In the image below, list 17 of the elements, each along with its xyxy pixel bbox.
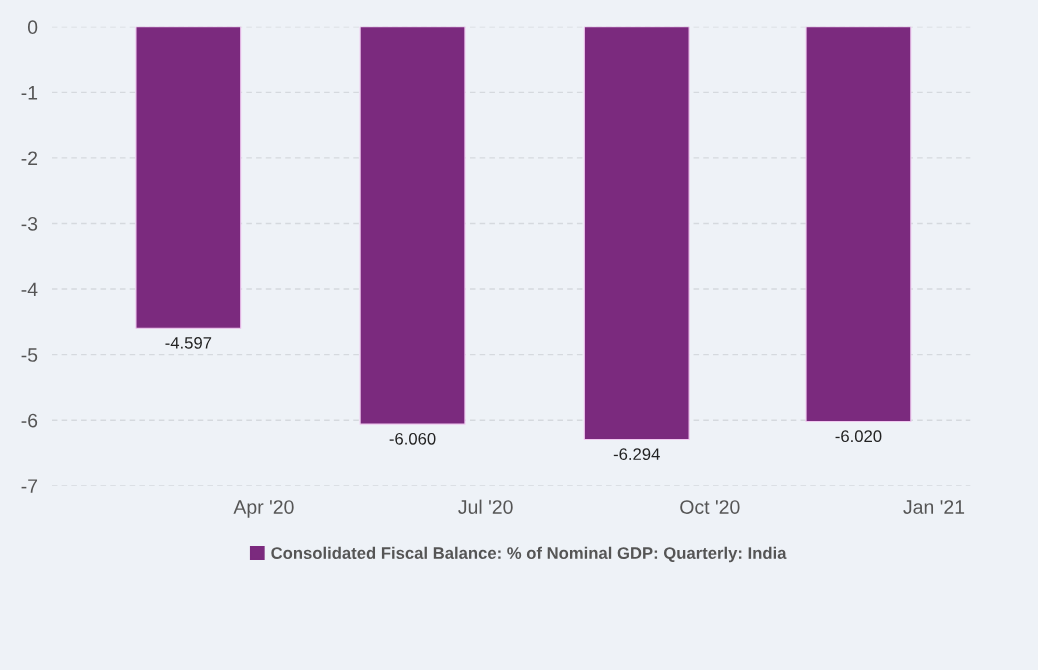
x-tick-label: Apr '20	[233, 500, 294, 518]
y-tick-label: 0	[27, 20, 38, 35]
data-label: -4.597	[165, 336, 212, 349]
x-tick-label: Jul '20	[458, 499, 513, 514]
y-tick-label: -7	[21, 479, 38, 493]
y-tick-label: -2	[21, 151, 38, 165]
y-tick-label: -1	[21, 86, 38, 100]
x-tick-label: Oct '20	[680, 500, 740, 514]
y-tick-label: -3	[21, 216, 38, 231]
y-tick-label: -6	[21, 413, 38, 428]
x-tick-label: Jan '21	[903, 500, 965, 514]
data-label: -6.294	[613, 448, 660, 461]
legend-label: Consolidated Fiscal Balance: % of Nominal GDP: Quarterly: India	[271, 546, 787, 563]
data-label: -6.020	[835, 430, 882, 443]
y-tick-label: -4	[21, 282, 38, 297]
data-label: -6.060	[389, 432, 436, 445]
y-tick-label: -5	[21, 348, 38, 362]
